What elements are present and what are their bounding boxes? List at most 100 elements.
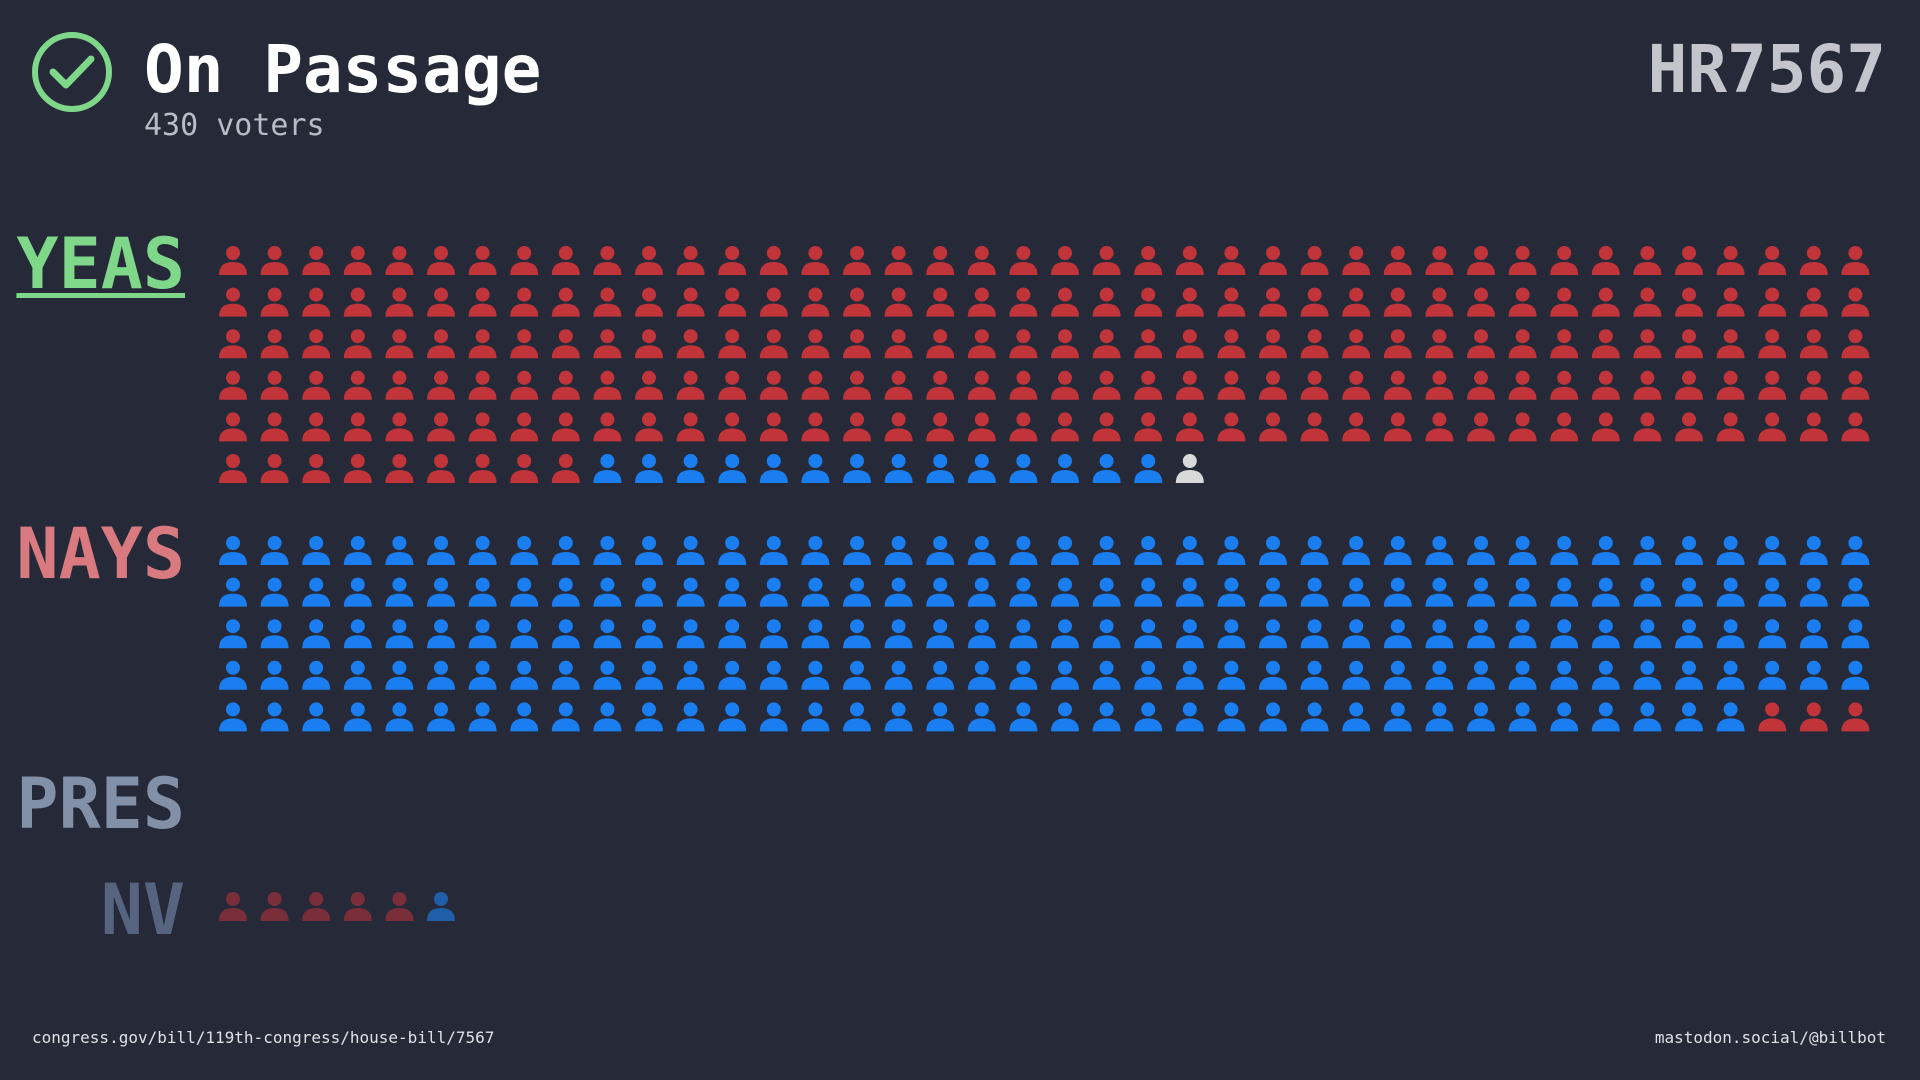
voter-icon [1841, 536, 1870, 565]
icon-head [434, 577, 448, 592]
icon-body [967, 718, 996, 732]
icon-head [1182, 702, 1197, 717]
icon-body [1217, 262, 1246, 275]
icon-head [1598, 287, 1613, 302]
icon-body [759, 718, 788, 732]
voter-icon [593, 329, 622, 359]
icon-body [385, 676, 414, 690]
icon-head [392, 412, 407, 427]
voter-icon [718, 370, 747, 400]
icon-body [427, 428, 455, 442]
icon-body [302, 345, 331, 359]
icon-body [260, 908, 289, 921]
icon-body [219, 262, 247, 275]
icon-body [219, 676, 247, 690]
voter-icon [1799, 412, 1828, 442]
icon-body [260, 635, 289, 649]
voter-icon [801, 660, 830, 690]
icon-body [1175, 262, 1204, 275]
icon-head [226, 892, 240, 906]
icon-head [1640, 660, 1655, 675]
icon-head [1099, 660, 1114, 675]
icon-body [635, 386, 663, 400]
icon-body [1550, 676, 1579, 690]
icon-body [1092, 262, 1121, 275]
icon-body [635, 262, 663, 275]
icon-head [1058, 702, 1072, 717]
icon-body [1009, 676, 1038, 690]
icon-body [1758, 552, 1787, 565]
icon-body [593, 428, 622, 442]
icon-head [600, 702, 615, 717]
icon-body [1841, 345, 1870, 359]
icon-body [1134, 593, 1163, 607]
icon-head [891, 619, 906, 634]
icon-head [558, 370, 573, 385]
icon-body [219, 552, 247, 565]
icon-body [1591, 345, 1620, 359]
icon-body [343, 635, 372, 649]
icon-body [1342, 303, 1371, 317]
voter-icon [1134, 329, 1163, 359]
icon-head [974, 412, 989, 427]
icon-head [891, 660, 906, 675]
icon-head [1016, 370, 1031, 385]
icon-body [219, 635, 247, 649]
icon-body [1467, 262, 1495, 275]
icon-body [1758, 345, 1787, 359]
icon-body [468, 428, 497, 442]
voter-icon [1716, 577, 1745, 607]
icon-body [1383, 552, 1412, 565]
voter-icon [1051, 702, 1079, 732]
icon-head [1557, 287, 1572, 302]
icon-body [967, 470, 996, 483]
icon-head [1806, 619, 1821, 634]
voter-icon [843, 454, 871, 483]
voter-icon [427, 702, 455, 732]
icon-head [600, 660, 615, 675]
voter-icon [593, 412, 622, 442]
voter-icon [1425, 246, 1454, 275]
icon-body [843, 262, 871, 275]
icon-body [676, 428, 705, 442]
voter-icon [676, 619, 705, 649]
voter-icon [1508, 329, 1537, 359]
voter-icon [1051, 246, 1079, 275]
icon-body [1716, 718, 1745, 732]
voter-icon [884, 246, 913, 275]
footer-credit: mastodon.social/@billbot [1655, 1028, 1886, 1047]
icon-body [759, 470, 788, 483]
icon-body [1758, 593, 1787, 607]
icon-body [926, 593, 955, 607]
voter-icon [1675, 287, 1703, 317]
icon-body [1383, 386, 1412, 400]
icon-head [267, 577, 282, 592]
voter-icon [801, 329, 830, 359]
icon-head [1266, 619, 1280, 634]
icon-body [302, 552, 331, 565]
icon-head [683, 619, 698, 634]
icon-body [468, 303, 497, 317]
icon-body [718, 552, 747, 565]
voter-icon [1425, 370, 1454, 400]
icon-head [683, 370, 698, 385]
icon-head [1474, 246, 1488, 260]
icon-head [309, 536, 324, 550]
voter-icon [1550, 246, 1579, 275]
icon-body [385, 428, 414, 442]
voter-icon [718, 246, 747, 275]
subtitle: 430 voters [144, 108, 325, 143]
icon-body [1051, 593, 1079, 607]
voter-icon [1841, 577, 1870, 607]
voter-icon [551, 619, 580, 649]
voter-icon [926, 536, 955, 565]
voter-icon [635, 287, 663, 317]
icon-head [267, 454, 282, 468]
voter-icon [260, 577, 289, 607]
icon-body [1508, 345, 1537, 359]
icon-body [635, 303, 663, 317]
voter-icon [1009, 329, 1038, 359]
icon-head [1224, 287, 1239, 302]
icon-body [1675, 593, 1703, 607]
voter-icon [427, 536, 455, 565]
